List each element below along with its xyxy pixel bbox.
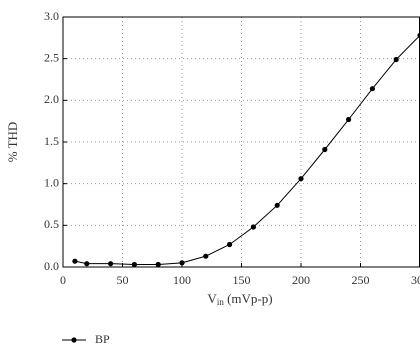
data-point [155,261,161,268]
data-point [131,261,137,268]
x-tick-label: 200 [292,273,310,287]
x-axis-label: Vin (mVp-p) [207,291,272,307]
data-point [227,241,233,248]
x-tick-label: 100 [173,273,191,287]
data-point [298,176,304,182]
y-tick-label: 0.5 [44,217,59,231]
data-point [179,260,185,266]
x-label-sub: in [217,297,225,307]
data-point [417,32,420,38]
data-point [108,261,114,267]
data-point [393,56,399,63]
y-tick-label: 2.5 [44,50,59,64]
x-label-main: V [207,291,217,306]
x-label-rest: (mVp-p) [224,291,273,306]
legend-marker [71,337,77,343]
y-axis-label: % THD [5,122,20,163]
data-point [72,258,78,264]
legend-label: BP [95,332,110,346]
data-point [84,261,90,267]
x-tick-label: 0 [60,273,66,287]
data-point [346,116,352,123]
y-tick-label: 3.0 [44,9,59,23]
data-point [274,202,280,208]
data-point [322,146,328,153]
y-tick-label: 1.5 [44,134,59,148]
y-tick-label: 1.0 [44,175,59,189]
x-tick-label: 300 [411,273,420,287]
x-tick-label: 250 [352,273,370,287]
data-point [250,224,256,230]
x-tick-label: 150 [233,273,251,287]
data-point [203,253,209,259]
y-tick-label: 0.0 [44,259,59,273]
y-tick-label: 2.0 [44,92,59,106]
x-tick-label: 50 [117,273,129,287]
series-line [74,34,420,265]
data-point [369,86,375,92]
